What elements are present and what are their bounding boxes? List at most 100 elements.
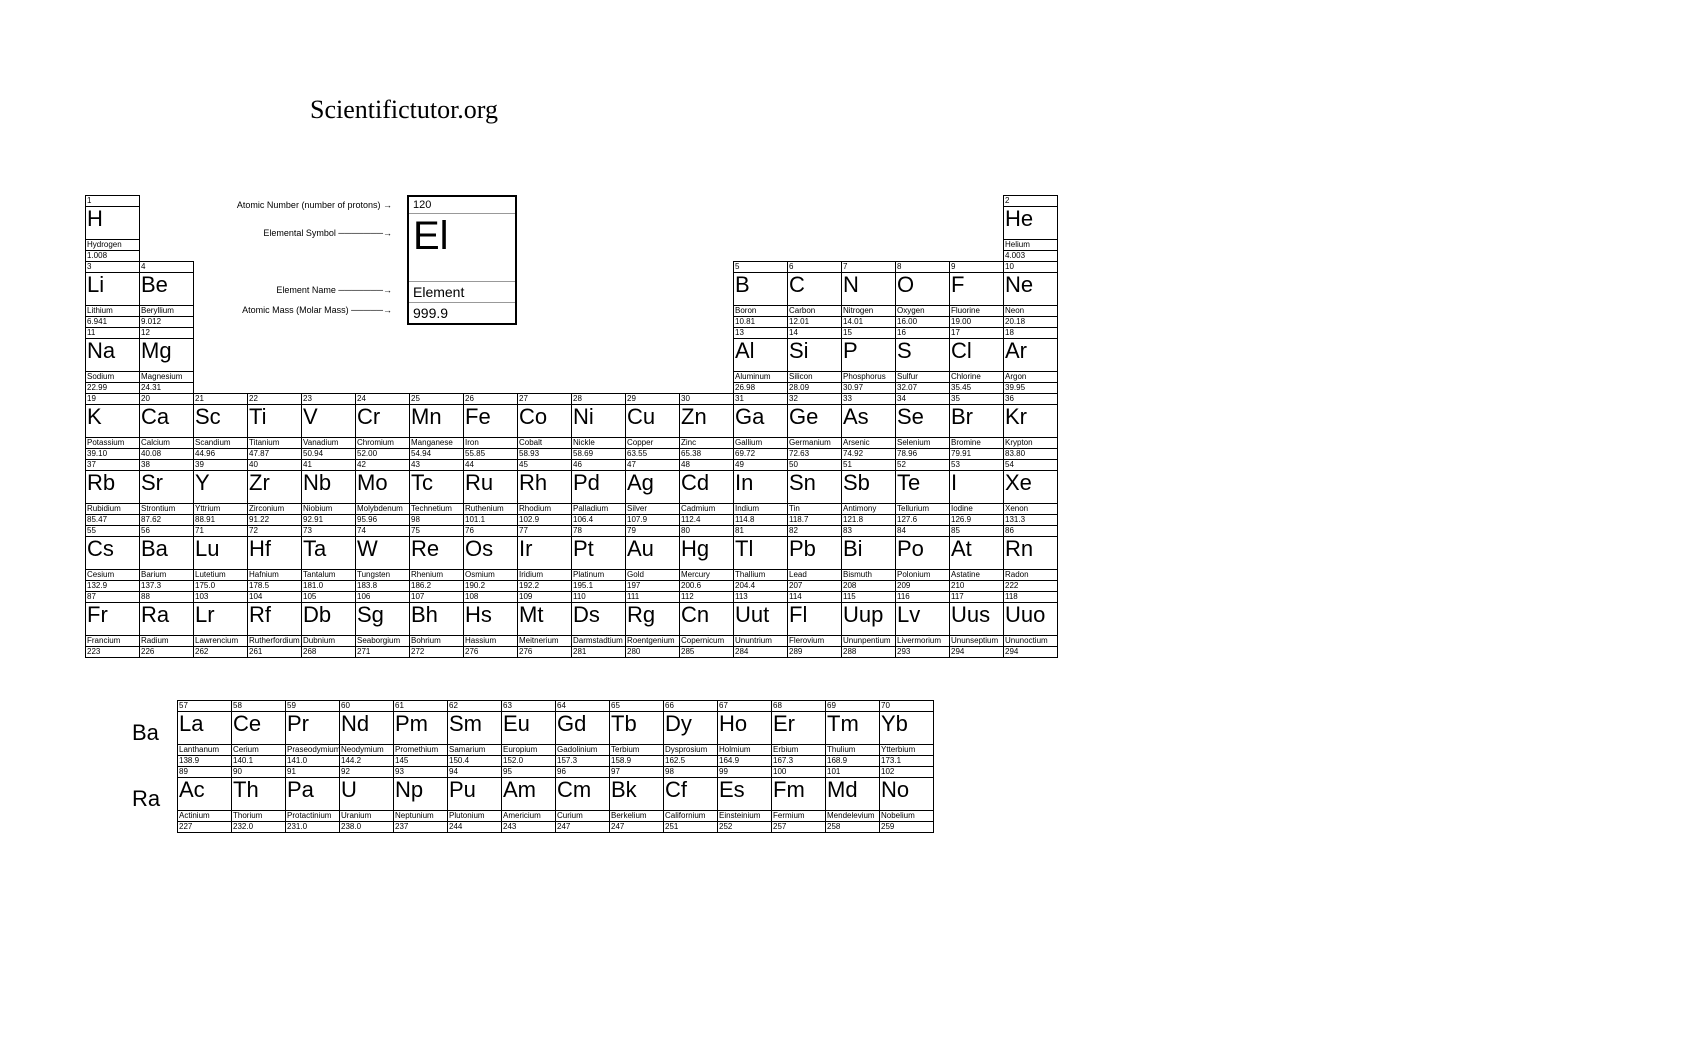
atomic-mass: 141.0 <box>286 755 339 766</box>
atomic-mass: 222 <box>1004 580 1057 591</box>
element-cell-Th: 90ThThorium232.0 <box>231 766 286 833</box>
element-name: Lithium <box>86 305 139 316</box>
element-cell-Sr: 38SrStrontium87.62 <box>139 459 194 526</box>
element-symbol: Fl <box>788 603 841 635</box>
element-name: Gallium <box>734 437 787 448</box>
element-cell-Sb: 51SbAntimony121.8 <box>841 459 896 526</box>
element-cell-N: 7NNitrogen14.01 <box>841 261 896 328</box>
element-cell-Uut: 113UutUnuntrium284 <box>733 591 788 658</box>
atomic-mass: 58.93 <box>518 448 571 459</box>
element-symbol: Sm <box>448 712 501 744</box>
atomic-mass: 112.4 <box>680 514 733 525</box>
atomic-mass: 55.85 <box>464 448 517 459</box>
element-symbol: B <box>734 273 787 305</box>
atomic-mass: 223 <box>86 646 139 657</box>
lanthanide-row-label: Ba <box>132 720 159 746</box>
element-name: Uranium <box>340 810 393 821</box>
element-cell-I: 53IIodine126.9 <box>949 459 1004 526</box>
element-symbol: W <box>356 537 409 569</box>
element-symbol: Br <box>950 405 1003 437</box>
atomic-mass: 227 <box>178 821 231 832</box>
element-name: Californium <box>664 810 717 821</box>
element-cell-Gd: 64GdGadolinium157.3 <box>555 700 610 767</box>
element-name: Polonium <box>896 569 949 580</box>
element-cell-Fr: 87FrFrancium223 <box>85 591 140 658</box>
element-cell-Cn: 112CnCopernicum285 <box>679 591 734 658</box>
legend-symbol: El <box>409 214 515 281</box>
element-name: Nobelium <box>880 810 933 821</box>
element-cell-Tm: 69TmThulium168.9 <box>825 700 880 767</box>
atomic-mass: 63.55 <box>626 448 679 459</box>
element-cell-Cm: 96CmCurium247 <box>555 766 610 833</box>
element-name: Krypton <box>1004 437 1057 448</box>
element-symbol: La <box>178 712 231 744</box>
element-name: Cerium <box>232 744 285 755</box>
element-name: Argon <box>1004 371 1057 382</box>
element-name: Francium <box>86 635 139 646</box>
atomic-mass: 272 <box>410 646 463 657</box>
element-cell-Am: 95AmAmericium243 <box>501 766 556 833</box>
element-cell-P: 15PPhosphorus30.97 <box>841 327 896 394</box>
atomic-mass: 150.4 <box>448 755 501 766</box>
element-cell-Mt: 109MtMeitnerium276 <box>517 591 572 658</box>
element-cell-Cs: 55CsCesium132.9 <box>85 525 140 592</box>
atomic-mass: 1.008 <box>86 250 139 261</box>
element-symbol: Ni <box>572 405 625 437</box>
element-symbol: Es <box>718 778 771 810</box>
element-name: Chlorine <box>950 371 1003 382</box>
element-symbol: Hg <box>680 537 733 569</box>
element-name: Iron <box>464 437 517 448</box>
element-symbol: Zn <box>680 405 733 437</box>
element-symbol: Sc <box>194 405 247 437</box>
element-name: Mendelevium <box>826 810 879 821</box>
element-cell-Tb: 65TbTerbium158.9 <box>609 700 664 767</box>
atomic-mass: 195.1 <box>572 580 625 591</box>
element-name: Curium <box>556 810 609 821</box>
atomic-mass: 140.1 <box>232 755 285 766</box>
element-symbol: Au <box>626 537 679 569</box>
atomic-mass: 107.9 <box>626 514 679 525</box>
element-name: Copernicum <box>680 635 733 646</box>
atomic-mass: 12.01 <box>788 316 841 327</box>
element-symbol: Ca <box>140 405 193 437</box>
element-symbol: In <box>734 471 787 503</box>
element-cell-Uus: 117UusUnunseptium294 <box>949 591 1004 658</box>
legend-atomic-number: 120 <box>409 197 515 214</box>
element-cell-O: 8OOxygen16.00 <box>895 261 950 328</box>
element-cell-Br: 35BrBromine79.91 <box>949 393 1004 460</box>
atomic-mass: 210 <box>950 580 1003 591</box>
atomic-mass: 102.9 <box>518 514 571 525</box>
atomic-mass: 144.2 <box>340 755 393 766</box>
element-cell-H: 1HHydrogen1.008 <box>85 195 140 262</box>
atomic-mass: 26.98 <box>734 382 787 393</box>
atomic-mass: 114.8 <box>734 514 787 525</box>
element-symbol: Pd <box>572 471 625 503</box>
element-symbol: Uus <box>950 603 1003 635</box>
element-symbol: Fe <box>464 405 517 437</box>
element-cell-Ge: 32GeGermanium72.63 <box>787 393 842 460</box>
element-symbol: Fr <box>86 603 139 635</box>
element-name: Magnesium <box>140 371 193 382</box>
element-symbol: Mn <box>410 405 463 437</box>
element-symbol: Sr <box>140 471 193 503</box>
element-symbol: At <box>950 537 1003 569</box>
atomic-mass: 145 <box>394 755 447 766</box>
element-cell-Te: 52TeTellurium127.6 <box>895 459 950 526</box>
atomic-mass: 78.96 <box>896 448 949 459</box>
element-symbol: Ba <box>140 537 193 569</box>
element-symbol: Yb <box>880 712 933 744</box>
element-cell-Cf: 98CfCalifornium251 <box>663 766 718 833</box>
element-cell-K: 19KPotassium39.10 <box>85 393 140 460</box>
atomic-mass: 83.80 <box>1004 448 1057 459</box>
element-symbol: Rg <box>626 603 679 635</box>
element-name: Rhodium <box>518 503 571 514</box>
atomic-mass: 183.8 <box>356 580 409 591</box>
atomic-mass: 22.99 <box>86 382 139 393</box>
element-cell-Li: 3LiLithium6.941 <box>85 261 140 328</box>
element-name: Barium <box>140 569 193 580</box>
element-cell-S: 16SSulfur32.07 <box>895 327 950 394</box>
element-name: Nickle <box>572 437 625 448</box>
element-cell-Nd: 60NdNeodymium144.2 <box>339 700 394 767</box>
element-cell-No: 102NoNobelium259 <box>879 766 934 833</box>
atomic-mass: 126.9 <box>950 514 1003 525</box>
